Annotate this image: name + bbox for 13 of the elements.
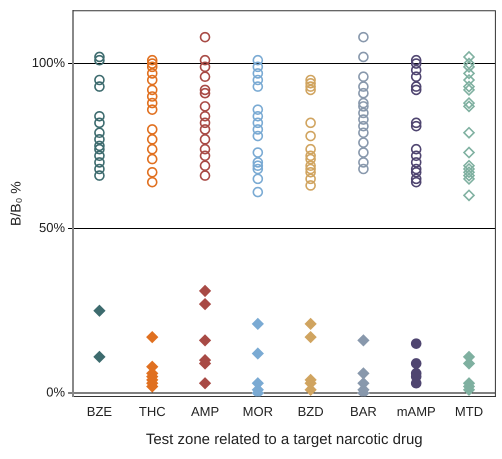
x-tick-label: BAR <box>350 404 377 419</box>
x-tick-label: MOR <box>242 404 273 419</box>
y-tick-label: 50% <box>39 220 66 235</box>
x-tick-label: mAMP <box>396 404 436 419</box>
x-tick-label: AMP <box>190 404 220 419</box>
x-tick-label: MTD <box>454 404 484 419</box>
x-tick-label: BZE <box>86 404 112 419</box>
x-axis-title: Test zone related to a target narcotic drug <box>146 431 423 448</box>
y-axis-title: B/B₀ % <box>7 181 24 226</box>
x-tick-label: BZD <box>298 404 324 419</box>
y-tick-label: 0% <box>46 384 66 400</box>
x-tick-label: THC <box>138 404 166 419</box>
y-tick-label: 100% <box>32 55 66 70</box>
